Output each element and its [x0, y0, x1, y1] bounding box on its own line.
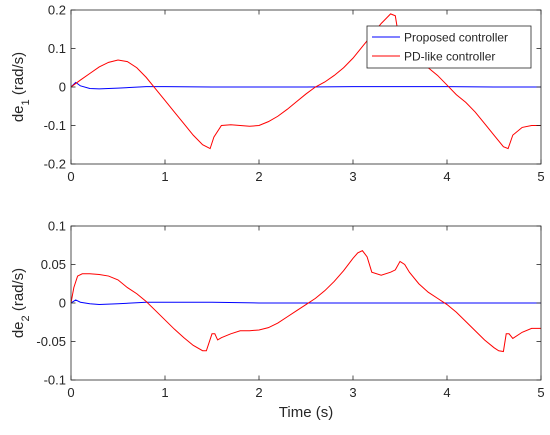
- bottom-y-tick-label: 0.1: [48, 219, 66, 234]
- bottom-x-tick-label: 0: [67, 385, 74, 400]
- top-y-tick-label: -0.1: [44, 118, 66, 133]
- bottom-y-axis-label-sub: 2: [20, 315, 32, 321]
- top-y-tick-label: 0: [59, 80, 66, 95]
- top-x-tick-label: 3: [349, 169, 356, 184]
- bottom-y-tick-label: -0.05: [36, 334, 66, 349]
- legend-box: [366, 25, 532, 69]
- bottom-x-axis-label: Time (s): [279, 404, 333, 421]
- bottom-y-tick-label: 0.05: [41, 257, 66, 272]
- top-y-axis-label-sub: 1: [20, 99, 32, 105]
- top-x-tick-label: 2: [255, 169, 262, 184]
- top-x-tick-label: 4: [443, 169, 450, 184]
- top-y-axis-label-main: de: [10, 105, 27, 122]
- bottom-y-axis-label: de2 (rad/s): [10, 268, 32, 338]
- bottom-proposed-series-line: [71, 299, 541, 306]
- legend-label-1: PD-like controller: [404, 50, 495, 64]
- top-y-tick-label: -0.2: [44, 157, 66, 172]
- top-y-axis-label-unit: (rad/s): [10, 52, 27, 100]
- top-y-tick-label: 0.1: [48, 41, 66, 56]
- bottom-y-tick-label: -0.1: [44, 373, 66, 388]
- bottom-x-tick-label: 1: [161, 385, 168, 400]
- bottom-pd-like-series-line: [71, 250, 541, 353]
- legend: Proposed controller PD-like controller: [366, 25, 532, 69]
- bottom-y-axis-label-main: de: [10, 321, 27, 338]
- bottom-y-axis-label-unit: (rad/s): [10, 268, 27, 316]
- bottom-x-tick-label: 3: [349, 385, 356, 400]
- top-x-tick-label: 5: [537, 169, 544, 184]
- top-x-tick-label: 0: [67, 169, 74, 184]
- top-proposed-series-line: [71, 81, 541, 90]
- bottom-x-tick-label: 5: [537, 385, 544, 400]
- top-y-axis-label: de1 (rad/s): [10, 52, 32, 122]
- top-pd-like-series-line: [71, 13, 541, 150]
- top-x-tick-label: 1: [161, 169, 168, 184]
- bottom-x-tick-label: 4: [443, 385, 450, 400]
- bottom-y-tick-label: 0: [59, 296, 66, 311]
- top-y-tick-label: 0.2: [48, 3, 66, 18]
- bottom-x-tick-label: 2: [255, 385, 262, 400]
- legend-label-0: Proposed controller: [404, 31, 508, 45]
